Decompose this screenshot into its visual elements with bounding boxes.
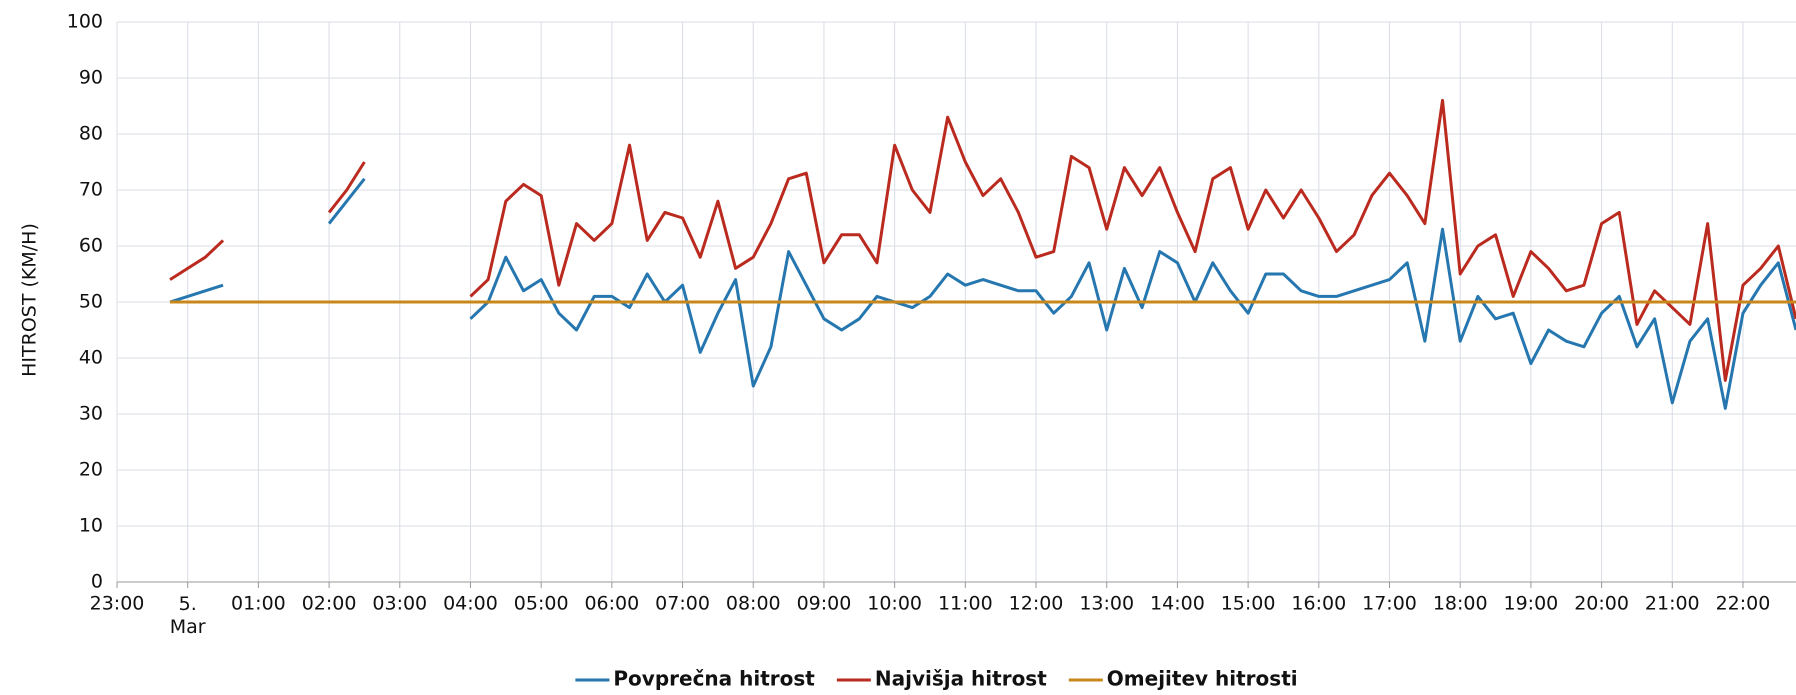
y-tick-label: 80	[79, 123, 103, 145]
x-tick-label: 08:00	[726, 593, 781, 615]
x-tick-label: 23:00	[90, 593, 145, 615]
x-tick-label: 13:00	[1079, 593, 1134, 615]
y-tick-label: 60	[79, 235, 103, 257]
x-tick-label: 02:00	[302, 593, 357, 615]
y-tick-label: 90	[79, 67, 103, 89]
y-axis-title: HITROST (KM/H)	[19, 223, 41, 377]
legend-label: Omejitev hitrosti	[1107, 667, 1298, 691]
x-tick-label: 15:00	[1221, 593, 1276, 615]
x-tick-label: 05:00	[514, 593, 569, 615]
x-tick-label: 21:00	[1645, 593, 1700, 615]
x-tick-label: 17:00	[1362, 593, 1417, 615]
legend-label: Najvišja hitrost	[875, 667, 1047, 691]
x-tick-label: 20:00	[1574, 593, 1629, 615]
x-tick-label: 12:00	[1009, 593, 1064, 615]
x-tick-label: 09:00	[797, 593, 852, 615]
x-tick-label: 11:00	[938, 593, 993, 615]
x-tick-label: 14:00	[1150, 593, 1205, 615]
y-tick-label: 30	[79, 403, 103, 425]
x-tick-label: 03:00	[372, 593, 427, 615]
x-tick-label: 01:00	[231, 593, 286, 615]
y-tick-label: 0	[91, 571, 103, 593]
legend: Povprečna hitrost Najvišja hitrost Omejite…	[575, 667, 1298, 691]
x-tick-label: 19:00	[1504, 593, 1559, 615]
x-tick-label: 10:00	[867, 593, 922, 615]
y-tick-label: 40	[79, 347, 103, 369]
legend-label: Povprečna hitrost	[613, 667, 815, 691]
y-tick-label: 50	[79, 291, 103, 313]
y-tick-label: 70	[79, 179, 103, 201]
x-tick-label: 5. Mar	[170, 593, 206, 638]
y-tick-label: 20	[79, 459, 103, 481]
x-tick-label: 07:00	[655, 593, 710, 615]
series-line	[169, 177, 1796, 410]
x-tick-label: 22:00	[1716, 593, 1771, 615]
series-line	[169, 98, 1796, 382]
x-tick-label: 16:00	[1291, 593, 1346, 615]
x-tick-label: 04:00	[443, 593, 498, 615]
y-tick-label: 10	[79, 515, 103, 537]
y-tick-label: 100	[67, 11, 103, 33]
x-tick-label: 18:00	[1433, 593, 1488, 615]
x-tick-label: 06:00	[584, 593, 639, 615]
